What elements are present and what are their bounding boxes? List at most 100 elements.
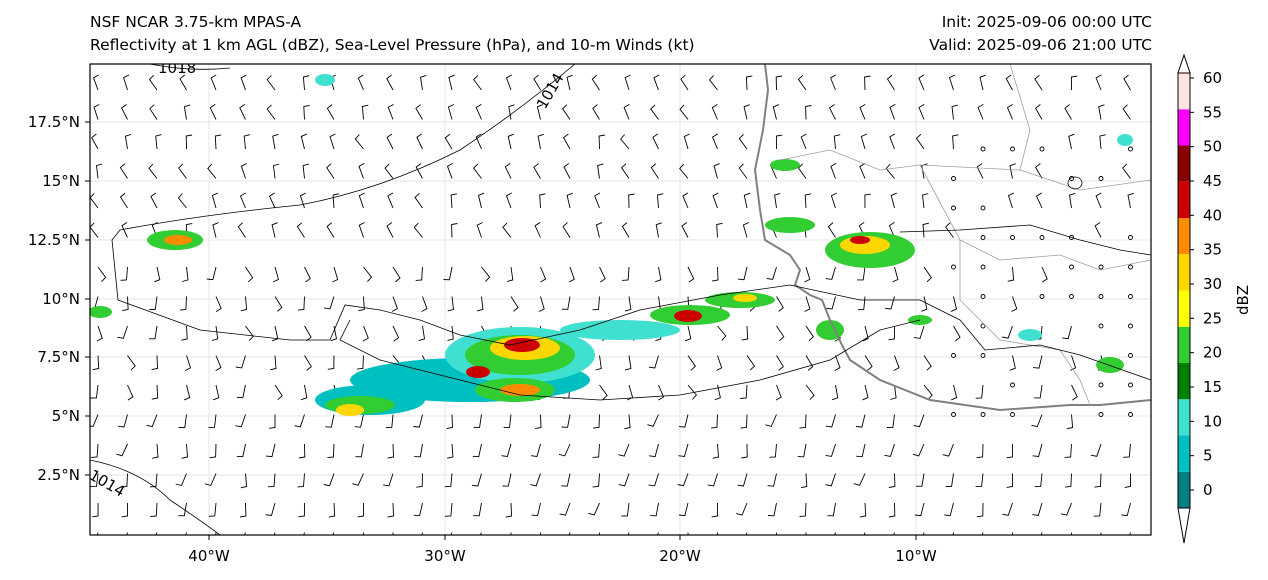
wind-barb [1006, 443, 1013, 459]
wind-barb [240, 74, 247, 91]
wind-barb [90, 414, 99, 428]
wind-barb [650, 104, 659, 120]
wind-barb [1032, 502, 1043, 517]
wind-barb [712, 133, 718, 150]
wind-barb [885, 163, 895, 179]
wind-barb [272, 266, 280, 283]
wind-barb [797, 443, 807, 458]
wind-barb [650, 502, 659, 517]
wind-barb [413, 502, 423, 517]
wind-barb [774, 192, 781, 209]
wind-barb [647, 414, 659, 427]
wind-barb [885, 296, 895, 310]
wind-barb [245, 325, 254, 341]
wind-barb [716, 355, 723, 371]
wind-barb [392, 325, 400, 342]
wind-barb [182, 266, 189, 282]
wind-barb [475, 133, 482, 150]
wind-barb [358, 163, 365, 179]
wind-barb [240, 163, 247, 179]
wind-barb [178, 414, 187, 428]
wind-barb [533, 163, 541, 179]
wind-barb [680, 74, 689, 91]
wind-barb [235, 355, 246, 369]
wind-barb [178, 502, 187, 517]
wind-barb [507, 133, 514, 150]
wind-barb [327, 355, 335, 370]
calm-wind-marker [1039, 235, 1045, 240]
wind-barb [209, 443, 217, 459]
wind-barb [1070, 75, 1078, 91]
wind-barb [1002, 325, 1013, 339]
isobar-label: 1018 [158, 59, 196, 77]
gridlines [90, 64, 1151, 535]
wind-barb [712, 443, 719, 459]
wind-barb [888, 222, 895, 238]
wind-barb [266, 104, 276, 120]
wind-barb [297, 473, 305, 488]
wind-barb [767, 502, 777, 517]
latitude-axis: 17.5°N 15°N 12.5°N 10°N 7.5°N 5°N 2.5°N [28, 113, 90, 484]
wind-barb [1064, 104, 1072, 120]
wind-barb [121, 222, 128, 238]
wind-barb [742, 222, 750, 238]
wind-barb [265, 502, 276, 516]
wind-barb [1034, 473, 1043, 488]
lat-label: 10°N [42, 290, 80, 308]
wind-barb [446, 163, 453, 179]
wind-barb [825, 414, 836, 428]
wind-barb [268, 414, 276, 429]
wind-barb [1094, 222, 1102, 238]
wind-barb [716, 222, 723, 238]
wind-barb [506, 266, 514, 282]
wind-barb [1009, 163, 1016, 179]
wind-barb [152, 443, 159, 459]
wind-barb [1034, 384, 1043, 399]
wind-barb [413, 222, 423, 238]
wind-barb [1032, 443, 1043, 457]
calm-wind-marker [980, 353, 986, 358]
colorbar-segment [1178, 290, 1190, 327]
calm-wind-marker [1010, 412, 1015, 417]
wind-barb [592, 443, 600, 458]
wind-barb [298, 443, 306, 459]
wind-barb [354, 134, 364, 150]
wind-barb [804, 296, 811, 312]
wind-barb [945, 473, 954, 487]
wind-barb [745, 75, 753, 91]
wind-barb [179, 296, 187, 311]
calm-wind-marker [1069, 264, 1074, 270]
wind-barb [711, 502, 719, 518]
calm-wind-marker [1098, 412, 1104, 417]
wind-barb [325, 414, 335, 428]
calm-wind-marker [1128, 412, 1133, 417]
wind-barb [648, 473, 659, 487]
wind-barb [652, 133, 659, 150]
wind-barb [862, 384, 869, 401]
lon-label: 10°W [895, 547, 937, 565]
wind-barb [148, 74, 158, 91]
wind-barb [864, 75, 871, 91]
wind-barb [1064, 473, 1072, 488]
wind-barb [559, 502, 571, 516]
wind-barb [948, 74, 956, 91]
wind-barb [243, 134, 251, 150]
calm-wind-marker [1069, 294, 1074, 299]
wind-barb [740, 384, 748, 399]
colorbar-border [1177, 72, 1191, 509]
wind-barb [563, 163, 571, 179]
wind-barb [678, 502, 689, 517]
calm-wind-marker [1098, 176, 1104, 181]
wind-barb [362, 325, 369, 342]
wind-barb [324, 296, 335, 310]
lon-label: 30°W [424, 547, 466, 565]
wind-barb [211, 325, 219, 341]
wind-barb [741, 325, 749, 341]
wind-barb [326, 222, 335, 238]
wind-barb [737, 473, 748, 487]
wind-barb [888, 473, 896, 488]
calm-wind-marker [980, 205, 986, 211]
wind-barb [419, 74, 427, 91]
wind-barb [568, 266, 575, 283]
